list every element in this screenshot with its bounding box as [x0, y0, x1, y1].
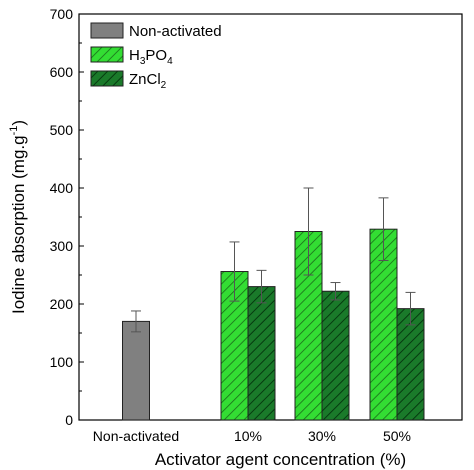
legend-label: Non-activated — [129, 23, 222, 40]
x-tick-label: 10% — [234, 428, 262, 444]
legend-label: H3PO4 — [129, 47, 173, 67]
x-tick-label: 30% — [308, 428, 336, 444]
y-tick-label: 0 — [65, 412, 73, 428]
x-tick-label: 50% — [383, 428, 411, 444]
y-tick-label: 700 — [50, 6, 74, 22]
y-axis-title: Iodine absorption (mg.g-1) — [8, 120, 28, 314]
y-tick-label: 200 — [50, 296, 74, 312]
y-tick-label: 500 — [50, 122, 74, 138]
bar — [396, 308, 425, 421]
legend-label: ZnCl2 — [129, 71, 167, 91]
y-tick-label: 300 — [50, 238, 74, 254]
bar — [122, 320, 150, 421]
bar — [247, 286, 276, 421]
y-tick-label: 400 — [50, 180, 74, 196]
bar — [321, 290, 350, 421]
legend-swatch — [90, 46, 124, 63]
x-axis-title: Activator agent concentration (%) — [155, 450, 406, 469]
x-tick-label: Non-activated — [93, 428, 179, 444]
legend-swatch — [90, 70, 124, 87]
y-tick-label: 600 — [50, 64, 74, 80]
legend-swatch — [90, 22, 124, 39]
y-tick-label: 100 — [50, 354, 74, 370]
